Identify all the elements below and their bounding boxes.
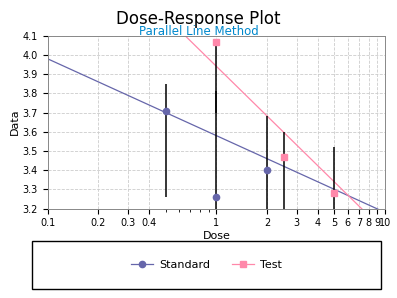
- Text: Parallel Line Method: Parallel Line Method: [139, 25, 258, 38]
- Y-axis label: Data: Data: [10, 109, 20, 136]
- Legend: Standard, Test: Standard, Test: [127, 256, 286, 275]
- X-axis label: Dose: Dose: [202, 231, 230, 241]
- Text: Dose-Response Plot: Dose-Response Plot: [116, 10, 281, 28]
